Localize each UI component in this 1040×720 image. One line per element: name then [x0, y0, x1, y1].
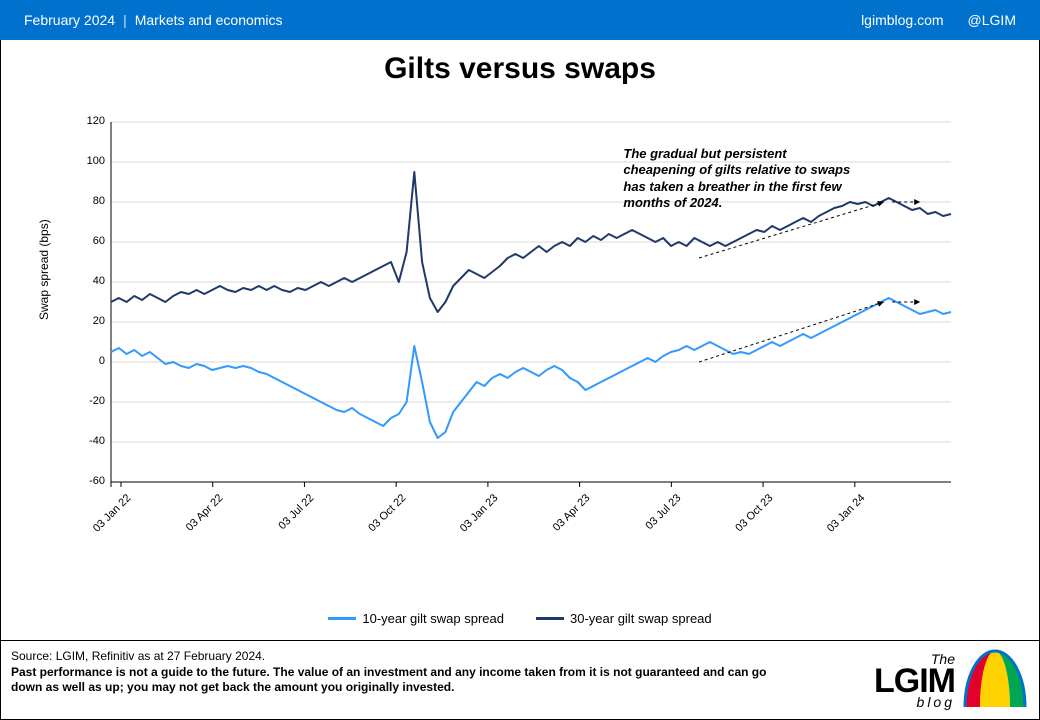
chart-annotation: The gradual but persistent cheapening of… [623, 146, 853, 211]
y-tick-label: 60 [75, 235, 105, 247]
legend-item-10y: 10-year gilt swap spread [328, 611, 504, 626]
legend-label-10y: 10-year gilt swap spread [362, 611, 504, 626]
header-category: Markets and economics [135, 12, 283, 28]
footer-logo: The LGIM blog [874, 647, 1029, 709]
y-tick-label: 40 [75, 275, 105, 287]
y-tick-label: 100 [75, 155, 105, 167]
legend: 10-year gilt swap spread 30-year gilt sw… [1, 611, 1039, 626]
header-right: lgimblog.com @LGIM [861, 12, 1016, 28]
header-handle: @LGIM [968, 12, 1016, 28]
legend-swatch-10y [328, 617, 356, 620]
y-tick-label: -40 [75, 435, 105, 447]
legend-swatch-30y [536, 617, 564, 620]
header-bar: February 2024 | Markets and economics lg… [0, 0, 1040, 40]
y-tick-label: -20 [75, 395, 105, 407]
y-axis-label: Swap spread (bps) [37, 219, 51, 320]
header-date: February 2024 [24, 12, 115, 28]
lgim-text-logo: The LGIM blog [874, 653, 955, 709]
umbrella-icon [961, 647, 1029, 709]
y-tick-label: 120 [75, 115, 105, 127]
header-divider: | [123, 12, 127, 28]
legend-label-30y: 30-year gilt swap spread [570, 611, 712, 626]
footer: Source: LGIM, Refinitiv as at 27 Februar… [0, 641, 1040, 720]
y-tick-label: 20 [75, 315, 105, 327]
y-tick-label: -60 [75, 475, 105, 487]
header-site: lgimblog.com [861, 12, 943, 28]
header-left: February 2024 | Markets and economics [24, 12, 283, 28]
chart-area: The gradual but persistent cheapening of… [61, 112, 981, 552]
y-tick-label: 0 [75, 355, 105, 367]
chart-panel: Gilts versus swaps Swap spread (bps) The… [0, 40, 1040, 641]
footer-disclaimer: Past performance is not a guide to the f… [11, 665, 801, 696]
chart-title: Gilts versus swaps [1, 52, 1039, 86]
logo-name: LGIM [874, 666, 955, 697]
legend-item-30y: 30-year gilt swap spread [536, 611, 712, 626]
y-tick-label: 80 [75, 195, 105, 207]
